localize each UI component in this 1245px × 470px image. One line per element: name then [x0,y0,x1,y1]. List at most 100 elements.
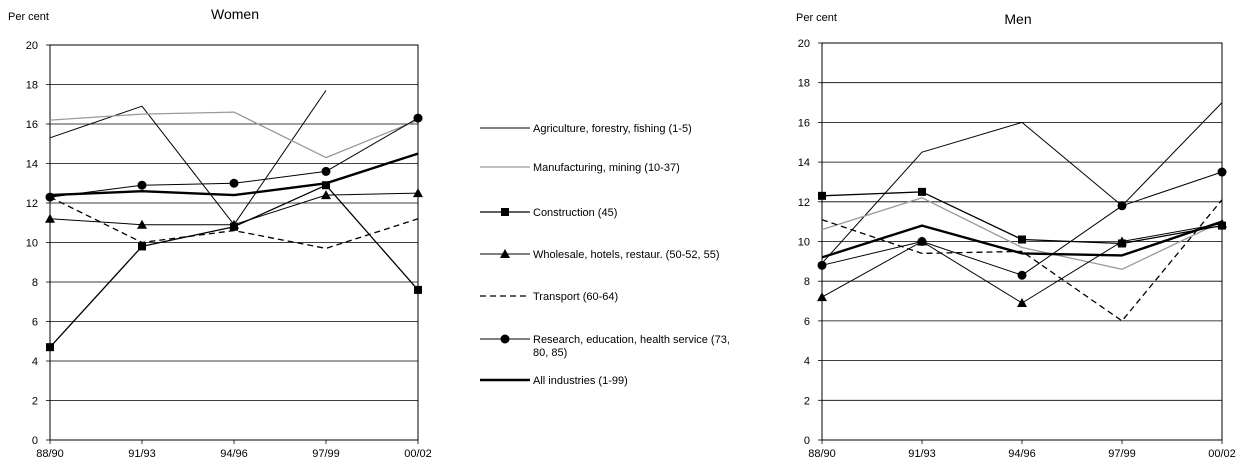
series-line [821,223,1223,304]
data-point [1217,218,1227,228]
y-tick-label: 4 [804,356,810,368]
chart-title: Men [1004,11,1031,27]
y-tick-label: 8 [32,277,38,289]
series-5 [49,196,419,250]
y-tick-label: 18 [26,80,38,92]
data-point [918,187,926,196]
data-point [1117,236,1127,246]
y-tick-label: 2 [804,395,810,407]
y-tick-label: 0 [804,435,810,447]
y-tick-label: 14 [798,157,810,169]
series-line [821,220,1223,259]
legend: Agriculture, forestry, fishing (1-5) Manu… [480,123,730,387]
y-tick-label: 10 [798,237,810,249]
series-1 [821,102,1223,264]
legend-item: Research, education, health service (73,… [480,334,730,359]
series-line [49,196,419,250]
data-point [138,242,146,251]
data-point [1017,298,1027,308]
data-point [413,113,423,123]
series-line [49,90,327,226]
data-point [1018,235,1026,244]
legend-label: All industries (1-99) [533,375,628,387]
data-point [817,260,827,270]
y-tick-label: 6 [32,317,38,329]
legend-label: Transport (60-64) [533,291,618,303]
data-point [46,343,54,352]
data-point [321,190,331,200]
x-tick-label: 91/93 [128,448,156,460]
chart-women: 0 2 4 6 8 10 12 14 16 18 20 88/90 91/93 94/96 97/99 00/… [8,6,432,460]
series-4 [45,188,423,229]
y-tick-label: 0 [32,435,38,447]
data-point [1117,201,1127,211]
series-2 [821,197,1223,270]
series-6 [817,167,1227,280]
y-tick-label: 8 [804,276,810,288]
series-line [821,171,1223,276]
legend-marker [500,249,510,258]
data-point [137,219,147,229]
y-tick-label: 20 [26,40,38,52]
y-tick-label: 6 [804,316,810,328]
legend-label: Wholesale, hotels, restaur. (50-52, 55) [533,249,719,261]
x-tick-label: 97/99 [1108,448,1136,460]
series-5 [821,199,1223,322]
data-point [229,219,239,229]
data-point [413,188,423,198]
legend-marker [500,334,510,344]
legend-label: Research, education, health service (73, [533,334,730,346]
x-tick-label: 91/93 [908,448,936,460]
series-2 [49,111,419,159]
series-line [49,152,419,197]
data-point [137,180,147,190]
chart-men: 0 2 4 6 8 10 12 14 16 18 20 88/90 91/93 94/96 97/99 00/… [796,11,1236,460]
legend-item: Manufacturing, mining (10-37) [480,162,680,174]
y-tick-label: 10 [26,238,38,250]
legend-item: Transport (60-64) [480,291,618,303]
series-3 [46,181,422,352]
series-line [49,184,419,348]
y-tick-label: 18 [798,78,810,90]
y-tick-label: 16 [798,117,810,129]
series-line [821,102,1223,264]
series-6 [45,113,423,202]
data-point [818,191,826,200]
y-axis-unit: Per cent [796,12,837,24]
series-4 [817,218,1227,308]
y-tick-label: 20 [798,38,810,50]
series-line [821,199,1223,322]
legend-marker [501,208,509,216]
data-point [817,292,827,302]
legend-item: Wholesale, hotels, restaur. (50-52, 55) [480,249,719,261]
series-line [49,111,419,159]
data-point [229,178,239,188]
data-point [917,237,927,246]
legend-label: Construction (45) [533,207,617,219]
y-tick-label: 12 [798,197,810,209]
x-tick-label: 94/96 [1008,448,1036,460]
legend-label: 80, 85) [533,347,567,359]
data-point [322,181,330,190]
data-point [321,166,331,176]
x-tick-label: 00/02 [404,448,432,460]
y-tick-label: 4 [32,356,38,368]
legend-item: Agriculture, forestry, fishing (1-5) [480,123,692,135]
data-point [1217,167,1227,177]
x-tick-label: 94/96 [220,448,248,460]
series-7 [821,220,1223,259]
y-tick-label: 12 [26,198,38,210]
legend-item: All industries (1-99) [480,375,628,387]
x-tick-label: 97/99 [312,448,340,460]
legend-item: Construction (45) [480,207,617,219]
legend-label: Agriculture, forestry, fishing (1-5) [533,123,692,135]
data-point [45,213,55,223]
y-axis-unit: Per cent [8,11,49,23]
x-tick-label: 88/90 [36,448,64,460]
series-line [821,197,1223,270]
data-point [1017,270,1027,280]
x-tick-label: 88/90 [808,448,836,460]
y-tick-label: 16 [26,119,38,131]
chart-title: Women [211,6,259,22]
series-1 [49,90,327,226]
